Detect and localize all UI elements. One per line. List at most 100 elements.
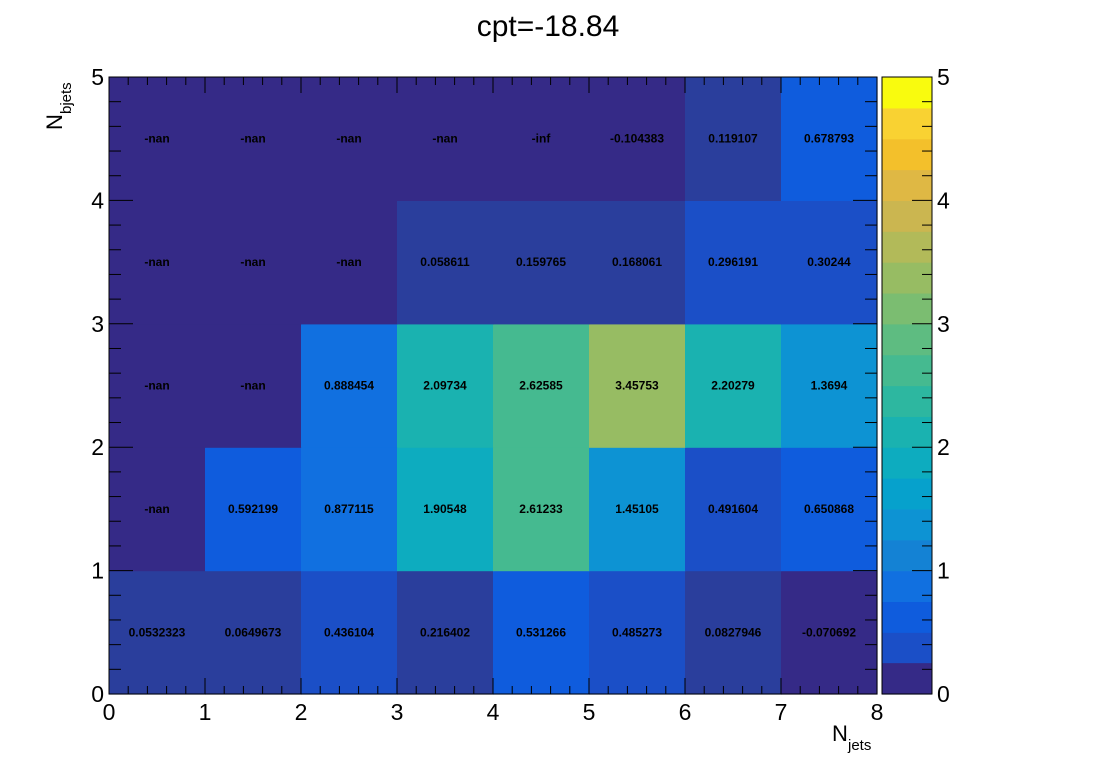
chart-title: cpt=-18.84: [477, 10, 620, 43]
colorbar-band: [882, 200, 932, 232]
colorbar-tick-label: 4: [937, 187, 950, 213]
cell-value-label: -nan: [144, 132, 169, 146]
colorbar-band: [882, 632, 932, 664]
heatmap-cell: [397, 323, 494, 448]
heatmap-cell: [781, 200, 878, 325]
heatmap-cell: [493, 77, 590, 201]
x-tick-label: 3: [391, 699, 404, 725]
cell-value-label: 1.90548: [423, 502, 467, 516]
colorbar-band: [882, 292, 932, 325]
cell-value-label: 0.485273: [612, 625, 662, 639]
cell-value-label: -nan: [240, 255, 265, 269]
y-tick-label: 4: [91, 187, 104, 213]
heatmap-cells: [109, 77, 878, 695]
colorbar-band: [882, 478, 932, 510]
colorbar-band: [882, 416, 932, 448]
heatmap-cell: [205, 323, 302, 448]
colorbar-band: [882, 539, 932, 572]
cell-value-label: 0.119107: [708, 132, 758, 146]
cell-value-label: 0.877115: [324, 502, 374, 516]
cell-value-label: 0.168061: [612, 255, 662, 269]
cell-value-label: 0.058611: [420, 255, 470, 269]
cell-value-label: 0.531266: [516, 625, 566, 639]
heatmap-cell: [685, 570, 782, 695]
colorbar-tick-label: 2: [937, 434, 950, 460]
cell-value-label: -nan: [432, 132, 457, 146]
colorbar-frame: [881, 76, 933, 695]
cell-value-label: 0.159765: [516, 255, 566, 269]
colorbar-band: [882, 385, 932, 417]
heatmap-cell: [589, 77, 686, 201]
cell-value-label: -0.070692: [802, 625, 856, 639]
cell-value-label: -nan: [144, 379, 169, 393]
heatmap-cell: [397, 570, 494, 695]
cell-value-label: 0.491604: [708, 502, 758, 516]
x-tick-label: 0: [103, 699, 116, 725]
heatmap-cell: [205, 570, 302, 695]
heatmap-cell: [685, 200, 782, 325]
cell-value-label: 0.0532323: [129, 625, 186, 639]
colorbar-band: [882, 262, 932, 294]
heatmap-cell: [301, 200, 398, 325]
heatmap-cell: [493, 323, 590, 448]
heatmap-cell: [301, 447, 398, 572]
cell-value-label: 0.650868: [804, 502, 854, 516]
colorbar-band: [882, 447, 932, 479]
heatmap-cell: [109, 323, 206, 448]
heatmap-cell: [589, 323, 686, 448]
cell-value-label: 1.3694: [811, 379, 848, 393]
heatmap-cell: [493, 447, 590, 572]
cell-value-label: 0.592199: [228, 502, 278, 516]
y-axis-label-sub: bjets: [58, 82, 75, 114]
x-tick-label: 1: [199, 699, 212, 725]
heatmap-cell: [781, 570, 878, 695]
x-axis-label-main: N: [832, 721, 848, 746]
heatmap-cell: [589, 447, 686, 572]
cell-value-label: -nan: [240, 132, 265, 146]
color-scale-bar: 0 1 2 3 4 5: [881, 64, 950, 707]
heatmap-cell: [109, 447, 206, 572]
cell-value-label: -nan: [240, 379, 265, 393]
colorbar-tick-label: 1: [937, 558, 950, 584]
heatmap-cell: [109, 570, 206, 695]
cell-value-label: 0.216402: [420, 625, 470, 639]
heatmap-cell: [781, 323, 878, 448]
colorbar-band: [882, 354, 932, 387]
colorbar-band: [882, 601, 932, 633]
cell-value-label: 2.62585: [519, 379, 563, 393]
heatmap-cell: [589, 200, 686, 325]
cell-value-label: 3.45753: [615, 379, 659, 393]
heatmap-cell: [205, 200, 302, 325]
cell-value-label: 1.45105: [615, 502, 659, 516]
y-tick-label: 5: [91, 64, 104, 90]
heatmap-cell: [493, 200, 590, 325]
colorbar-band: [882, 231, 932, 263]
heatmap-cell: [205, 77, 302, 201]
colorbar-tick-label: 3: [937, 311, 950, 337]
cell-value-label: -inf: [532, 132, 552, 146]
x-axis-label: N jets: [832, 721, 871, 754]
cell-value-label: 0.436104: [324, 625, 374, 639]
cell-value-label: -nan: [336, 132, 361, 146]
heatmap-cell: [781, 77, 878, 201]
cell-value-label: 0.30244: [807, 255, 851, 269]
cell-value-label: -nan: [144, 255, 169, 269]
colorbar-band: [882, 323, 932, 356]
heatmap-cell: [397, 447, 494, 572]
heatmap-cell: [205, 447, 302, 572]
plot-axes: 0 1 2 3 4 5 6 7 8 0 1 2 3 4 5: [91, 64, 883, 725]
heatmap-cell: [589, 570, 686, 695]
cell-value-label: 0.0649673: [225, 625, 282, 639]
x-tick-label: 7: [775, 699, 788, 725]
y-tick-label: 2: [91, 434, 104, 460]
heatmap-cell: [301, 570, 398, 695]
heatmap-cell: [301, 77, 398, 201]
colorbar-band: [882, 663, 932, 694]
heatmap-cell: [685, 323, 782, 448]
colorbar-band: [882, 77, 932, 109]
cell-value-label: 2.20279: [711, 379, 755, 393]
x-tick-label: 8: [871, 699, 884, 725]
cell-value-label: 0.888454: [324, 379, 374, 393]
colorbar-band: [882, 107, 932, 140]
